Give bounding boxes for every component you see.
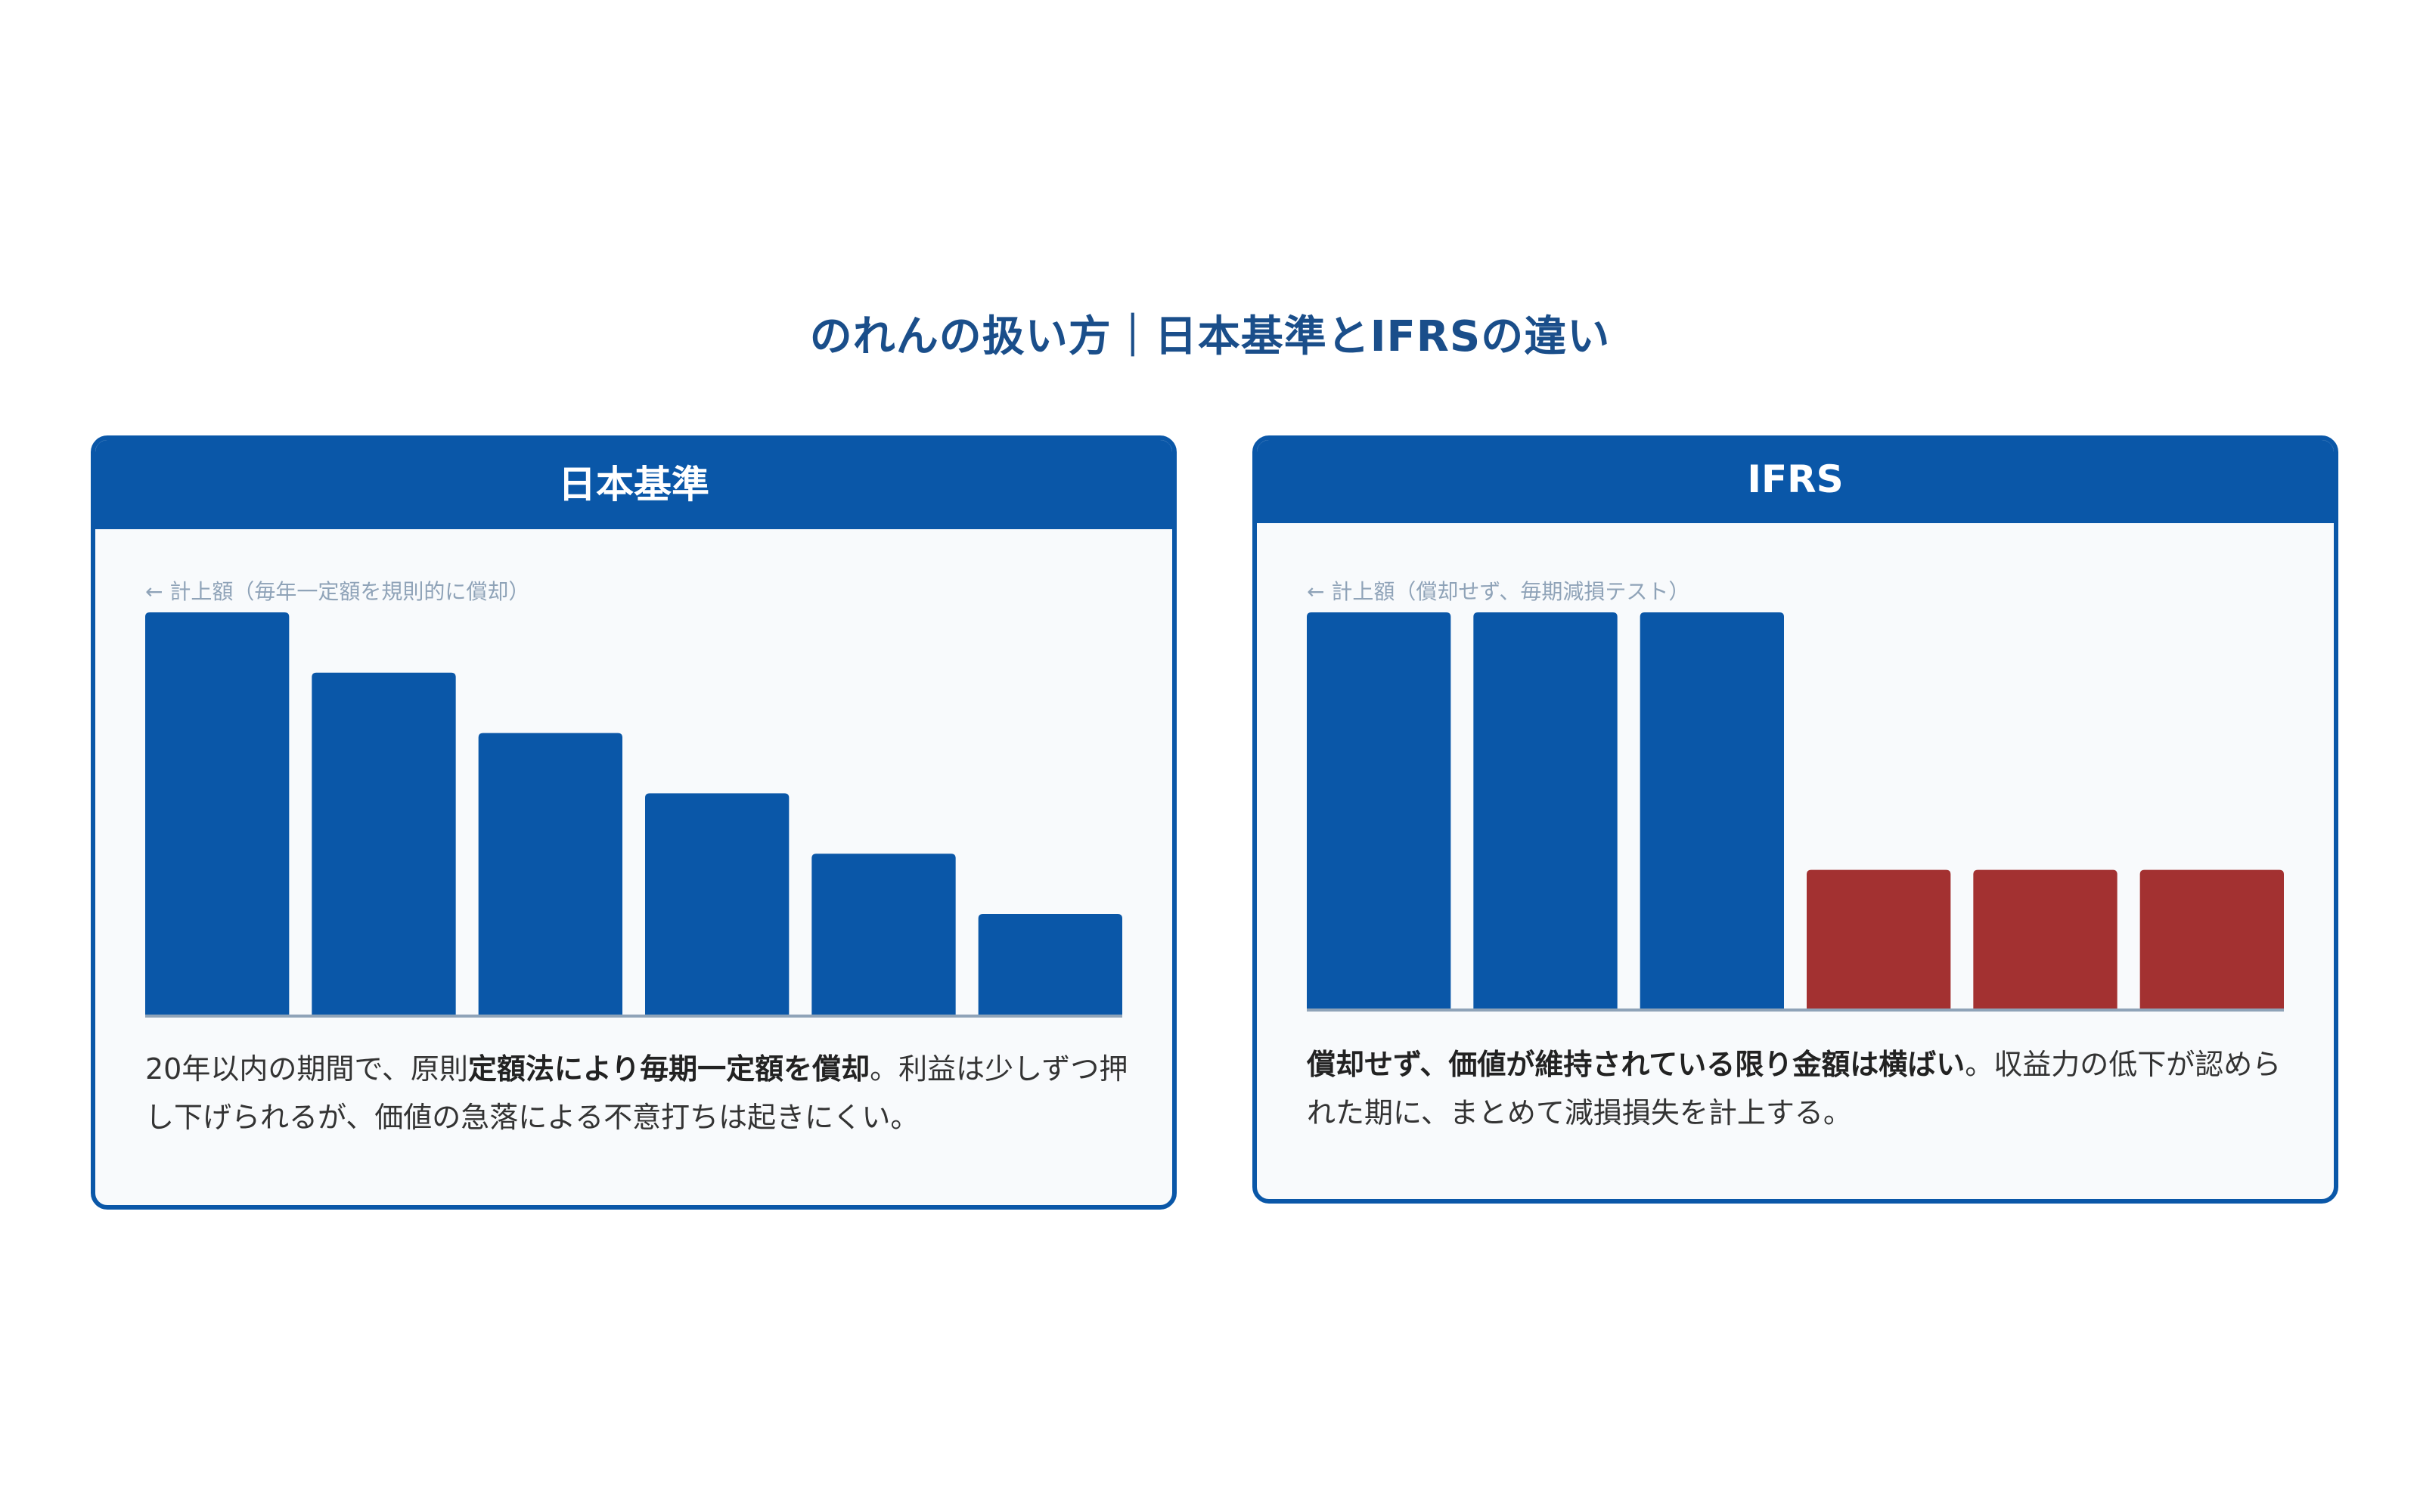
japan-gaap-chart-svg: ← 計上額（毎年一定額を規則的に償却） xyxy=(145,579,1122,1018)
chart-bar xyxy=(145,612,290,1015)
japan-gaap-chart: ← 計上額（毎年一定額を規則的に償却） xyxy=(145,575,1122,1021)
japan-gaap-panel: 日本基準 ← 計上額（毎年一定額を規則的に償却） 20年以内の期間で、原則定額法… xyxy=(91,435,1177,1210)
chart-bar xyxy=(1473,612,1618,1009)
description-emphasis: 定額法により毎期一定額を償却 xyxy=(467,1052,870,1086)
chart-bar xyxy=(312,672,456,1015)
ifrs-chart: ← 計上額（償却せず、毎期減損テスト） xyxy=(1307,575,2284,1015)
panel-header: IFRS xyxy=(1257,440,2334,523)
chart-bar xyxy=(1807,869,1951,1009)
description-text: 。利益は少しずつ押し下げられるが、価値の急落による不意打ちは起きにくい。 xyxy=(145,1052,1128,1134)
ifrs-panel: IFRS ← 計上額（償却せず、毎期減損テスト） 償却せず、価値が維持されている… xyxy=(1252,435,2338,1204)
ifrs-description: 償却せず、価値が維持されている限り金額は横ばい。収益力の低下が認められた期に、ま… xyxy=(1307,1040,2290,1137)
y-axis-label: ← 計上額（毎年一定額を規則的に償却） xyxy=(145,579,529,604)
description-emphasis: 償却せず、価値が維持されている限り金額は横ばい xyxy=(1307,1048,1965,1081)
japan-gaap-description: 20年以内の期間で、原則定額法により毎期一定額を償却。利益は少しずつ押し下げられ… xyxy=(145,1045,1128,1142)
chart-bar xyxy=(478,733,622,1015)
y-axis-label: ← 計上額（償却せず、毎期減損テスト） xyxy=(1307,579,1689,604)
chart-bar xyxy=(645,793,790,1015)
page-title: のれんの扱い方｜日本基準とIFRSの違い xyxy=(809,312,1611,361)
chart-bar xyxy=(978,914,1122,1015)
description-text: 20年以内の期間で、原則 xyxy=(145,1052,468,1086)
panel-header: 日本基準 xyxy=(95,440,1172,529)
ifrs-chart-svg: ← 計上額（償却せず、毎期減損テスト） xyxy=(1307,579,2284,1012)
chart-bar xyxy=(1973,869,2118,1009)
chart-bar xyxy=(811,854,956,1015)
chart-bar xyxy=(1307,612,1451,1009)
description-text: 。収益力の低下が認められた期に、まとめて減損損失を計上する。 xyxy=(1307,1048,2282,1129)
chart-bar xyxy=(2139,869,2284,1009)
chart-bar xyxy=(1640,612,1784,1009)
